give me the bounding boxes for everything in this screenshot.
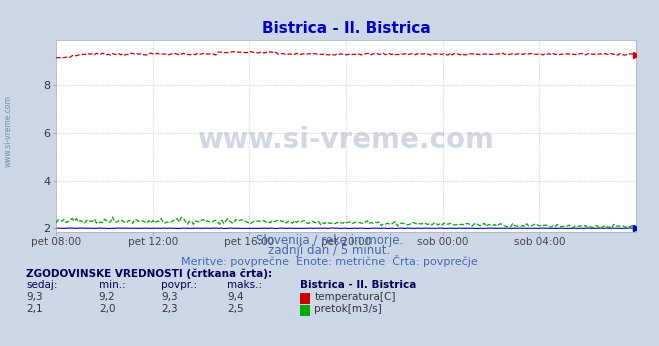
Text: temperatura[C]: temperatura[C] [314, 292, 396, 302]
Text: 9,3: 9,3 [161, 292, 178, 302]
Text: min.:: min.: [99, 280, 126, 290]
Text: maks.:: maks.: [227, 280, 262, 290]
Text: 2,1: 2,1 [26, 304, 43, 314]
Text: www.si-vreme.com: www.si-vreme.com [198, 126, 494, 154]
Text: Slovenija / reke in morje.: Slovenija / reke in morje. [256, 234, 403, 247]
Text: pretok[m3/s]: pretok[m3/s] [314, 304, 382, 314]
Text: Bistrica - Il. Bistrica: Bistrica - Il. Bistrica [300, 280, 416, 290]
Text: zadnji dan / 5 minut.: zadnji dan / 5 minut. [268, 244, 391, 257]
Text: 9,3: 9,3 [26, 292, 43, 302]
Text: 9,4: 9,4 [227, 292, 244, 302]
Text: 2,0: 2,0 [99, 304, 115, 314]
Text: sedaj:: sedaj: [26, 280, 58, 290]
Text: povpr.:: povpr.: [161, 280, 198, 290]
Title: Bistrica - Il. Bistrica: Bistrica - Il. Bistrica [262, 21, 430, 36]
Text: Meritve: povprečne  Enote: metrične  Črta: povprečje: Meritve: povprečne Enote: metrične Črta:… [181, 255, 478, 267]
Text: ZGODOVINSKE VREDNOSTI (črtkana črta):: ZGODOVINSKE VREDNOSTI (črtkana črta): [26, 269, 272, 280]
Text: 2,5: 2,5 [227, 304, 244, 314]
Text: 2,3: 2,3 [161, 304, 178, 314]
Text: www.si-vreme.com: www.si-vreme.com [3, 95, 13, 167]
Text: 9,2: 9,2 [99, 292, 115, 302]
